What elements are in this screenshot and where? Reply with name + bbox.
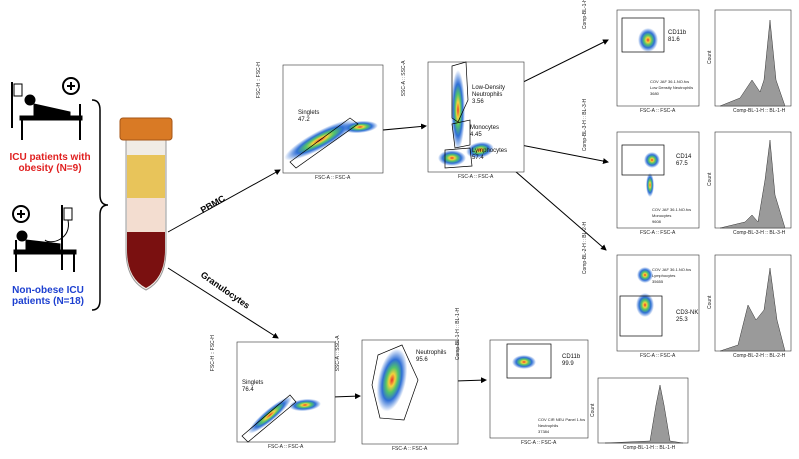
- gate-value: 95.6: [416, 357, 428, 363]
- gate-name: Monocytes: [470, 125, 500, 131]
- file-note: 37384: [538, 429, 550, 434]
- gate-name: CD14: [676, 154, 692, 160]
- histogram-frame: [597, 377, 689, 444]
- y-axis-label: Comp-BL-2-H :: BL-2-H: [581, 221, 588, 275]
- y-axis-label: Count: [707, 50, 713, 64]
- y-axis-label: SSC-A :: SSC-A: [335, 335, 342, 372]
- y-axis-label: Count: [590, 403, 596, 417]
- x-axis-label: FSC-A :: FSC-A: [458, 174, 494, 180]
- y-axis-label: SSC-A :: SSC-A: [401, 60, 408, 97]
- density-cloud: [451, 70, 465, 150]
- gate: [506, 343, 552, 379]
- x-axis-label: Comp-BL-3-H :: BL-3-H: [733, 230, 786, 236]
- file-note: 9608: [652, 219, 661, 224]
- gate: [371, 344, 419, 421]
- density-cloud: [376, 348, 408, 412]
- y-axis-label: FSC-H :: FSC-H: [255, 62, 262, 99]
- density-cloud: [438, 150, 466, 166]
- histogram-curve: [719, 139, 786, 229]
- plot-frame: [489, 339, 589, 439]
- gate-value: 67.5: [676, 161, 688, 167]
- patient-icon: [11, 77, 83, 140]
- plot-frame: [616, 9, 700, 107]
- x-axis-label: FSC-A :: FSC-A: [640, 230, 676, 236]
- density-cloud: [248, 396, 292, 434]
- histogram-curve: [719, 267, 786, 352]
- patient-icon: [12, 205, 77, 272]
- x-axis-label: Comp-BL-1-H :: BL-1-H: [733, 108, 786, 114]
- gate: [451, 61, 469, 123]
- density-cloud: [638, 28, 658, 52]
- gate: [289, 117, 359, 169]
- density-cloud: [512, 355, 536, 369]
- y-axis-label: FSC-H :: FSC-H: [209, 335, 216, 372]
- y-axis-label: Count: [707, 172, 713, 186]
- gate: [621, 17, 665, 53]
- density-cloud: [646, 173, 654, 197]
- x-axis-label: Comp-BL-1-H :: BL-1-H: [623, 445, 676, 451]
- patient-group-label: ICU patients with obesity (N=9): [9, 152, 91, 174]
- gate-value: 25.3: [676, 317, 688, 323]
- density-cloud: [466, 141, 494, 159]
- file-note: 3680: [650, 91, 659, 96]
- gate-name: CD3-NK: [676, 310, 699, 316]
- file-note: COV JAF 36.1.NO.fcs: [652, 207, 692, 212]
- gate-name: Singlets: [298, 110, 320, 116]
- gate: [444, 147, 473, 169]
- x-axis-label: FSC-A :: FSC-A: [315, 175, 351, 181]
- plot-frame: [616, 131, 700, 229]
- y-axis-label: Comp-BL-1-H :: BL-1-H: [454, 307, 461, 361]
- file-note: COV CIR NEU Panel 1.fcs: [538, 417, 586, 422]
- gate: [451, 119, 471, 149]
- gate-name: Lymphocytes: [472, 148, 508, 154]
- histogram-curve: [719, 19, 786, 107]
- x-axis-label: FSC-A :: FSC-A: [640, 353, 676, 359]
- gate: [621, 144, 665, 176]
- file-note: Low Density Neutrophils: [650, 85, 694, 90]
- file-note: Neutrophils: [538, 423, 559, 428]
- gate-name: Neutrophils: [416, 350, 447, 356]
- density-cloud: [342, 120, 378, 134]
- x-axis-label: FSC-A :: FSC-A: [268, 444, 304, 450]
- gate-name: Singlets: [242, 380, 264, 386]
- density-cloud: [637, 267, 653, 283]
- density-cloud: [636, 293, 654, 317]
- y-axis-label: Comp-BL-1-H :: BL-1-H: [581, 0, 588, 30]
- file-note: 35655: [652, 279, 664, 284]
- file-note: Lymphocytes: [652, 273, 676, 278]
- file-note: COV JAF 36.1.NO.fcs: [652, 267, 692, 272]
- file-note: COV JAF 36.1.NO.fcs: [650, 79, 690, 84]
- patient-group-label: Non-obese ICU patients (N=18): [12, 285, 84, 307]
- x-axis-label: FSC-A :: FSC-A: [521, 440, 557, 446]
- density-cloud: [289, 398, 321, 412]
- gate-value: 3.56: [472, 99, 484, 105]
- x-axis-label: Comp-BL-2-H :: BL-2-H: [733, 353, 786, 359]
- x-axis-label: FSC-A :: FSC-A: [640, 108, 676, 114]
- y-axis-label: Comp-BL-3-H :: BL-3-H: [581, 98, 588, 152]
- y-axis-label: Count: [707, 295, 713, 309]
- gate: [241, 394, 297, 443]
- tube: [119, 117, 173, 291]
- gate-name: CD11b: [562, 354, 581, 360]
- bracket: [91, 99, 109, 311]
- plot-frame: [616, 254, 700, 352]
- x-axis-label: FSC-A :: FSC-A: [392, 446, 428, 452]
- gate-value: 81.6: [668, 37, 680, 43]
- gate-value: 47.2: [298, 117, 310, 123]
- gate-name: Low-Density Neutrophils: [472, 85, 506, 98]
- gate-value: 76.4: [242, 387, 254, 393]
- gate-value: 4.45: [470, 132, 482, 138]
- gate-name: CD11b: [668, 30, 687, 36]
- density-cloud: [644, 152, 660, 168]
- gate-value: 99.9: [562, 361, 574, 367]
- histogram-curve: [604, 384, 684, 444]
- gate-value: 57.4: [472, 155, 484, 161]
- gate: [619, 295, 663, 337]
- file-note: Monocytes: [652, 213, 672, 218]
